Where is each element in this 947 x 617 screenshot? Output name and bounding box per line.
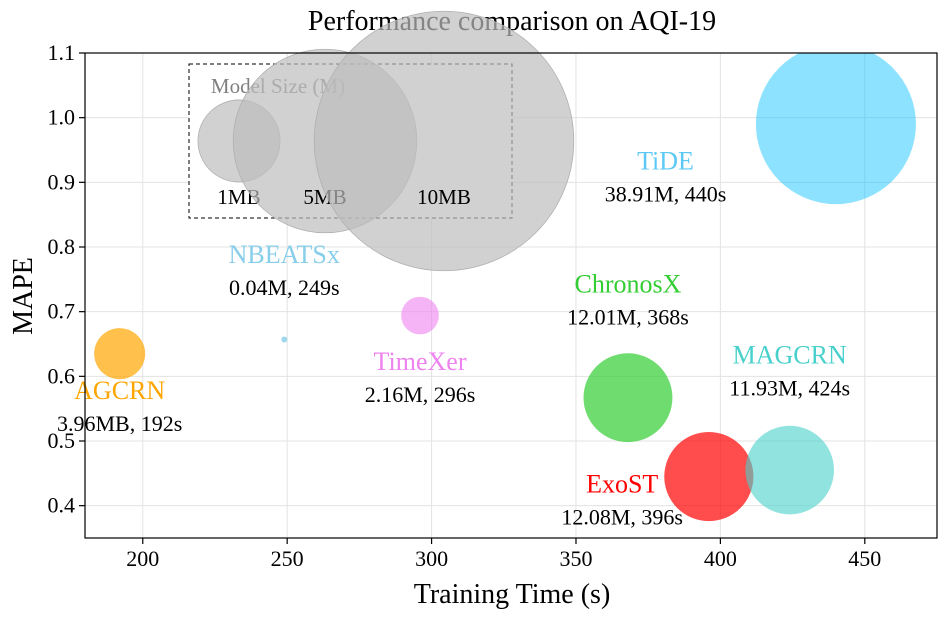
plot-frame	[84, 52, 938, 539]
point-detail-exost: 12.08M, 396s	[561, 505, 683, 530]
legend-bubble-10mb	[313, 10, 575, 272]
point-name-agcrn: AGCRN	[74, 376, 165, 405]
point-labels: AGCRN 3.96MB, 192s NBEATSx 0.04M, 249s TimeX…	[57, 146, 850, 529]
bubble-timexer	[401, 296, 439, 335]
x-tick-label: 250	[271, 546, 304, 571]
point-detail-agcrn: 3.96MB, 192s	[57, 411, 182, 436]
point-name-magcrn: MAGCRN	[733, 340, 847, 369]
bubbles-layer	[94, 53, 916, 522]
bubble-magcrn	[745, 425, 835, 515]
bubble-chronosx	[583, 353, 673, 443]
x-tick-label: 400	[704, 546, 737, 571]
point-name-timexer: TimeXer	[374, 347, 467, 376]
point-detail-timexer: 2.16M, 296s	[365, 382, 476, 407]
y-tick-label: 0.6	[48, 363, 76, 388]
x-tick-label: 200	[126, 546, 159, 571]
point-name-tide: TiDE	[637, 146, 694, 175]
bubble-tide	[755, 53, 916, 205]
bubble-exost	[664, 431, 754, 522]
x-tick-label: 350	[559, 546, 592, 571]
bubble-agcrn	[94, 328, 146, 380]
point-detail-magcrn: 11.93M, 424s	[729, 375, 850, 400]
point-detail-nbeatsx: 0.04M, 249s	[229, 275, 340, 300]
y-tick-label: 0.5	[48, 428, 76, 453]
point-detail-tide: 38.91M, 440s	[605, 181, 727, 206]
point-name-nbeatsx: NBEATSx	[229, 240, 340, 269]
point-name-chronosx: ChronosX	[575, 269, 682, 298]
x-axis-label: Training Time (s)	[414, 579, 611, 610]
bubble-nbeatsx	[281, 336, 288, 343]
x-tick-label: 450	[848, 546, 881, 571]
point-detail-chronosx: 12.01M, 368s	[567, 304, 689, 329]
y-tick-label: 0.8	[48, 234, 76, 259]
axes-layer: 200 250 300 350 400 450 0.4 0.5 0.6 0.7 0.8 0.9 1.0 1…	[48, 40, 882, 571]
y-tick-label: 0.9	[48, 169, 76, 194]
x-tick-label: 300	[415, 546, 448, 571]
y-tick-label: 1.0	[48, 105, 76, 130]
point-name-exost: ExoST	[586, 470, 658, 499]
legend-label-10mb: 10MB	[417, 185, 471, 209]
y-axis-label: MAPE	[8, 257, 39, 335]
y-tick-label: 0.4	[48, 493, 76, 518]
y-tick-label: 1.1	[48, 40, 76, 65]
y-tick-label: 0.7	[48, 299, 76, 324]
